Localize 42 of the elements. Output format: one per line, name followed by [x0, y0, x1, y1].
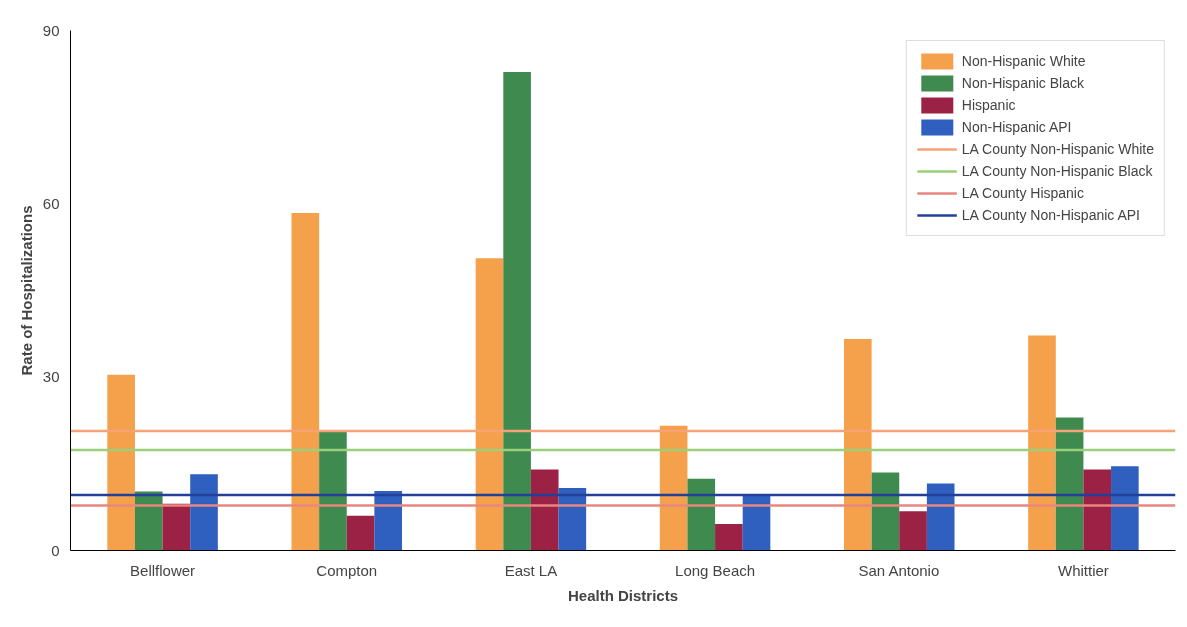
bar — [319, 430, 347, 551]
x-tick-label: San Antonio — [858, 561, 940, 579]
y-tick-label: 30 — [42, 368, 60, 386]
bar — [687, 478, 716, 551]
x-tick-label: Compton — [316, 561, 378, 579]
bar — [844, 339, 872, 551]
bar — [374, 490, 402, 551]
x-axis-title: Health Districts — [567, 586, 679, 604]
bar — [742, 495, 771, 551]
bar — [1111, 466, 1139, 551]
bar — [134, 491, 163, 551]
bar — [291, 213, 320, 551]
bar — [1083, 469, 1112, 551]
x-tick-label: Bellflower — [130, 561, 196, 579]
bar — [1028, 335, 1056, 551]
legend-label: Non-Hispanic White — [961, 53, 1086, 69]
legend-label: Non-Hispanic API — [961, 119, 1072, 135]
bar — [530, 469, 559, 551]
x-tick-label: Whittier — [1058, 561, 1109, 579]
legend-label: LA County Non-Hispanic Black — [961, 163, 1153, 179]
legend-label: LA County Hispanic — [961, 185, 1084, 201]
y-tick-label: 0 — [51, 541, 60, 559]
legend-label: LA County Non-Hispanic API — [961, 207, 1141, 223]
bar — [659, 425, 688, 551]
bar — [715, 523, 743, 551]
legend-label: Non-Hispanic Black — [961, 75, 1084, 91]
bar — [926, 483, 955, 551]
bar — [107, 374, 135, 551]
y-axis-title: Rate of Hospitalizations — [17, 205, 35, 376]
y-tick-label: 60 — [42, 194, 60, 212]
bar — [346, 515, 375, 551]
bar — [1055, 417, 1084, 551]
bar — [871, 472, 900, 551]
y-tick-label: 90 — [42, 21, 60, 39]
x-tick-label: Long Beach — [675, 561, 756, 579]
x-tick-label: East LA — [504, 561, 558, 579]
bar — [190, 474, 218, 551]
bar — [899, 511, 927, 551]
legend-label: LA County Non-Hispanic White — [961, 141, 1154, 157]
legend-label: Hispanic — [961, 97, 1016, 113]
bar — [475, 258, 504, 551]
bar — [503, 72, 531, 551]
